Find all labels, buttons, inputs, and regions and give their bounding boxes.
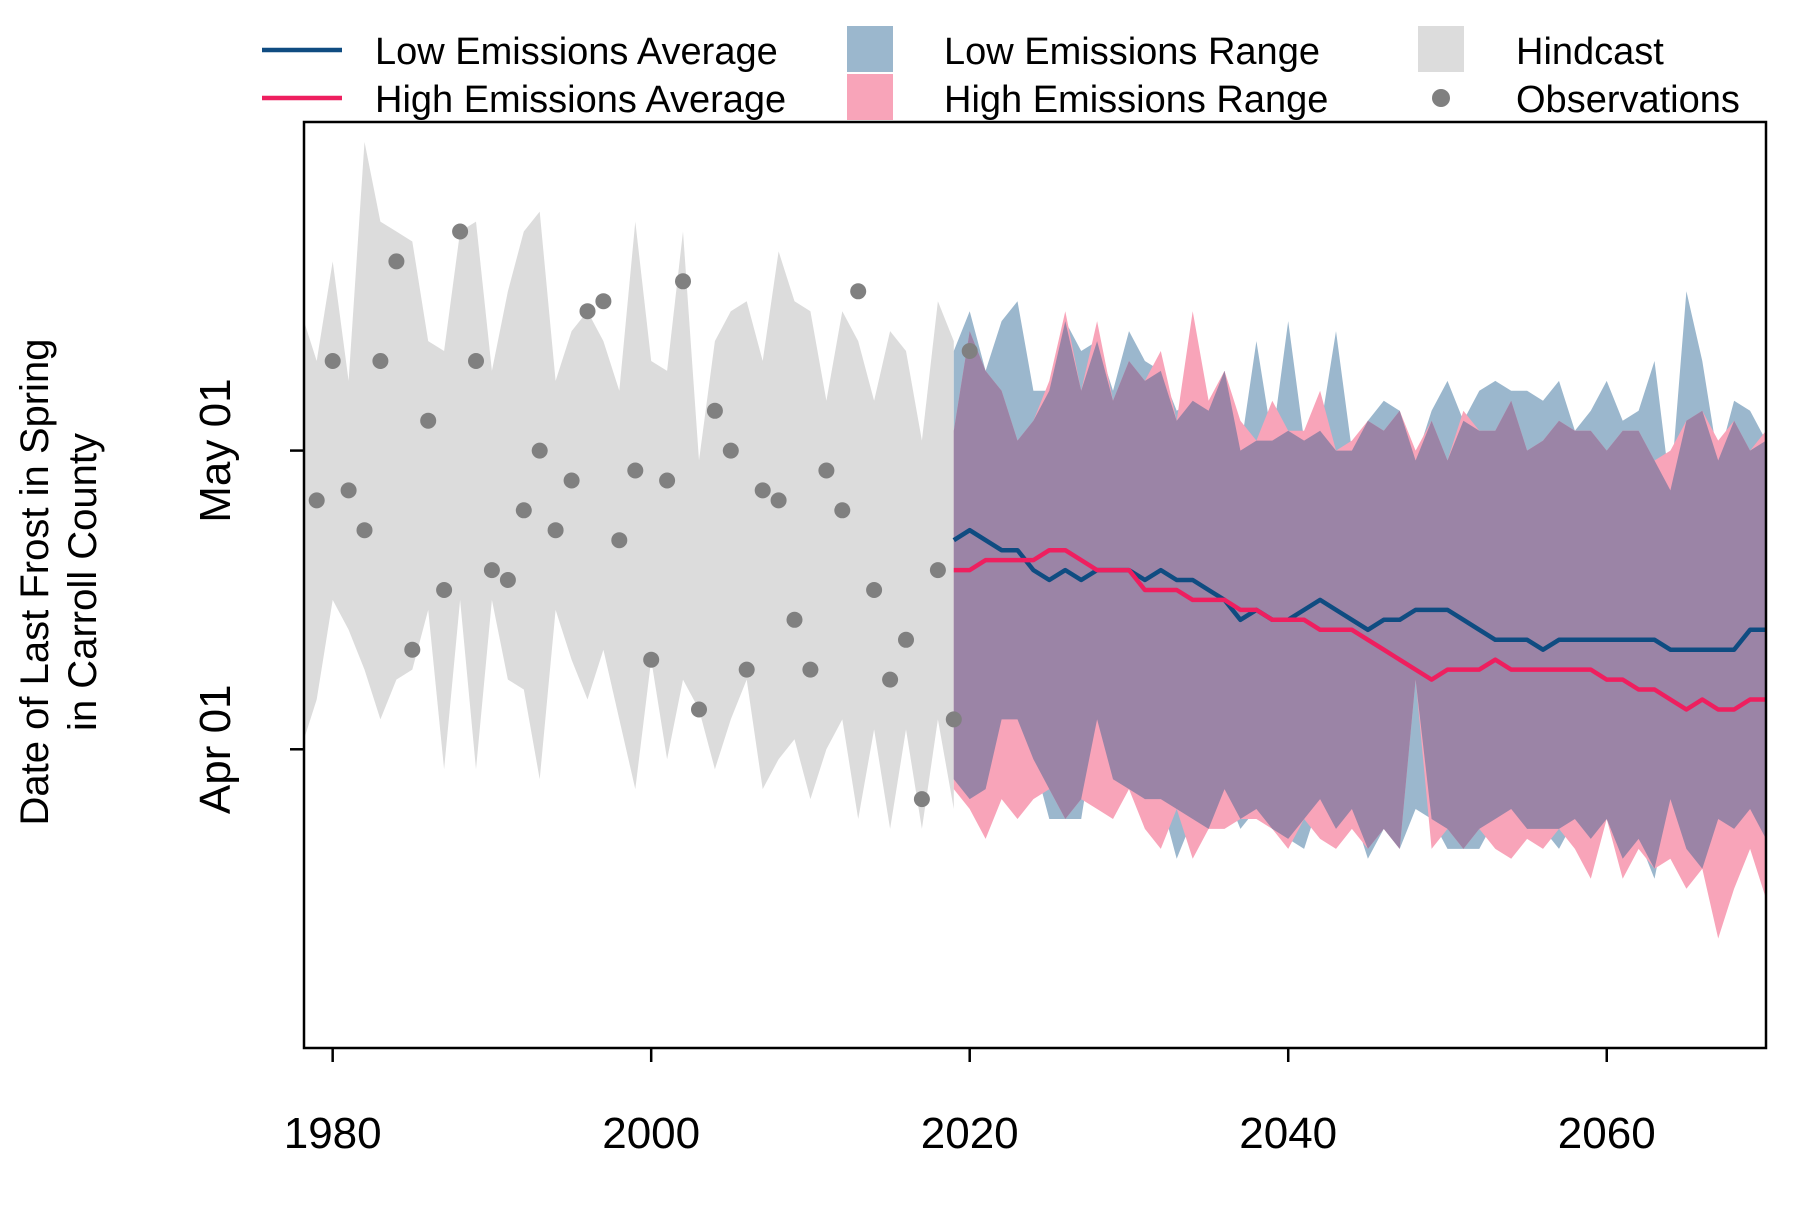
observation-point: [706, 402, 723, 419]
observation-point: [324, 353, 341, 369]
y-tick-label: Apr 01: [191, 684, 240, 814]
observation-point: [611, 532, 628, 549]
legend-label: Low Emissions Range: [944, 31, 1320, 73]
observation-point: [802, 661, 819, 678]
hindcast-range-band: [304, 141, 954, 829]
observation-point: [595, 293, 612, 310]
observation-point: [483, 562, 500, 579]
x-tick-label: 2000: [602, 1109, 700, 1158]
observation-point: [643, 651, 660, 668]
observation-point: [563, 472, 580, 489]
observation-point: [404, 641, 421, 658]
observation-point: [882, 671, 899, 688]
observation-point: [754, 482, 771, 499]
y-axis-label-line-1: Date of Last Frost in Spring: [13, 339, 57, 826]
legend-swatch-fill: [847, 74, 893, 120]
observation-point: [420, 412, 437, 429]
x-tick-label: 2040: [1239, 1109, 1337, 1158]
observation-point: [436, 582, 453, 598]
observation-point: [913, 791, 930, 808]
legend-label: High Emissions Average: [375, 79, 786, 121]
observation-point: [627, 462, 644, 479]
observation-point: [452, 223, 469, 240]
observation-point: [388, 253, 405, 270]
observation-point: [866, 582, 883, 598]
observation-point: [818, 462, 835, 479]
observation-point: [547, 522, 564, 539]
plot-layer: [304, 141, 1766, 939]
observation-point: [786, 611, 803, 628]
legend-swatch-fill: [1418, 26, 1464, 72]
legend-swatch-point: [1432, 89, 1450, 107]
x-tick-label: 2060: [1558, 1109, 1656, 1158]
y-tick-label: May 01: [191, 378, 240, 522]
range-overlap-band: [953, 321, 1766, 869]
observation-point: [372, 353, 389, 369]
legend-label: Hindcast: [1516, 31, 1664, 73]
observation-point: [468, 353, 484, 369]
low-emissions-average-line: [952, 527, 1766, 652]
high-emissions-average-line: [953, 547, 1766, 712]
observation-point: [659, 472, 676, 489]
legend: Low Emissions Average High Emissions Aver…: [262, 26, 1740, 121]
observation-point: [675, 273, 691, 290]
observation-point: [356, 522, 373, 539]
observation-point: [898, 631, 914, 648]
observation-point: [531, 442, 548, 459]
x-tick-label: 2020: [921, 1109, 1019, 1158]
observation-point: [770, 492, 787, 509]
observation-point: [579, 303, 596, 320]
plot-area: [304, 141, 1766, 939]
observation-point: [738, 661, 755, 678]
observation-point: [515, 502, 532, 519]
observation-point: [850, 283, 867, 300]
observation-point: [722, 442, 739, 459]
y-axis-label-line-2: in Carroll County: [61, 433, 105, 731]
legend-label: Observations: [1516, 79, 1740, 121]
observation-point: [945, 711, 962, 728]
axes-layer: 1980 2000 2020 2040 2060 Apr 01 May 01: [191, 378, 1656, 1158]
plot-frame: [302, 120, 1768, 1050]
observation-point: [308, 492, 325, 509]
observation-point: [499, 572, 516, 588]
legend-swatch-fill: [847, 26, 893, 72]
legend-label: Low Emissions Average: [375, 31, 778, 73]
x-tick-label: 1980: [284, 1109, 382, 1158]
observation-point: [929, 562, 946, 579]
observation-point: [691, 701, 707, 718]
observation-point: [340, 482, 357, 499]
legend-label: High Emissions Range: [944, 79, 1328, 121]
y-axis-label: Date of Last Frost in Spring in Carroll …: [13, 339, 105, 826]
observation-point: [834, 502, 851, 519]
observation-point: [961, 343, 978, 359]
